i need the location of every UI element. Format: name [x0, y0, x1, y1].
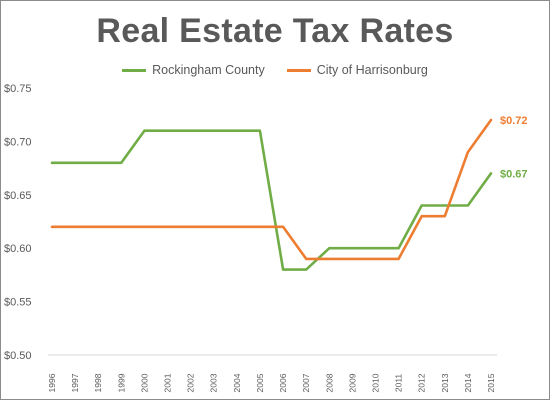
x-tick-label: 2001 — [163, 373, 173, 392]
x-tick-label: 1996 — [47, 373, 57, 392]
x-tick-label: 2010 — [370, 373, 380, 392]
x-tick-label: 1997 — [70, 373, 80, 392]
y-tick-label: $0.70 — [4, 136, 32, 148]
x-tick-label: 2009 — [347, 373, 357, 392]
chart-title: Real Estate Tax Rates — [96, 12, 454, 50]
end-value-label-harrisonburg: $0.72 — [500, 115, 528, 127]
series-line-rockingham — [50, 129, 493, 271]
y-tick-label: $0.60 — [4, 243, 32, 255]
x-tick-label: 2002 — [186, 373, 196, 392]
legend-label-harrisonburg: City of Harrisonburg — [316, 63, 428, 77]
x-tick-label: 1998 — [93, 373, 103, 392]
x-tick-label: 2011 — [394, 374, 404, 393]
x-tick-label: 2013 — [440, 373, 450, 392]
end-value-label-rockingham: $0.67 — [500, 168, 528, 180]
legend-swatch-harrisonburg — [286, 68, 311, 72]
x-tick-label: 2007 — [301, 373, 311, 392]
series-line-harrisonburg — [50, 118, 493, 261]
x-tick-label: 2014 — [463, 373, 473, 392]
y-tick-label: $0.50 — [4, 350, 32, 362]
legend-item-harrisonburg: City of Harrisonburg — [286, 63, 428, 77]
legend-item-rockingham: Rockingham County — [122, 63, 265, 77]
x-tick-label: 1999 — [116, 373, 126, 392]
legend-label-rockingham: Rockingham County — [152, 63, 265, 77]
x-tick-label: 2005 — [255, 373, 265, 392]
x-tick-label: 2004 — [232, 373, 242, 392]
x-tick-label: 2000 — [139, 373, 149, 392]
x-tick-label: 2015 — [486, 373, 496, 392]
x-tick-label: 2012 — [417, 373, 427, 392]
legend-swatch-rockingham — [122, 68, 147, 72]
x-tick-label: 2003 — [209, 373, 219, 392]
y-tick-label: $0.65 — [4, 190, 32, 202]
y-tick-label: $0.75 — [4, 83, 32, 95]
chart-legend: Rockingham County City of Harrisonburg — [0, 63, 550, 77]
y-tick-label: $0.55 — [4, 297, 32, 309]
x-tick-label: 2006 — [278, 373, 288, 392]
x-tick-label: 2008 — [324, 373, 334, 392]
